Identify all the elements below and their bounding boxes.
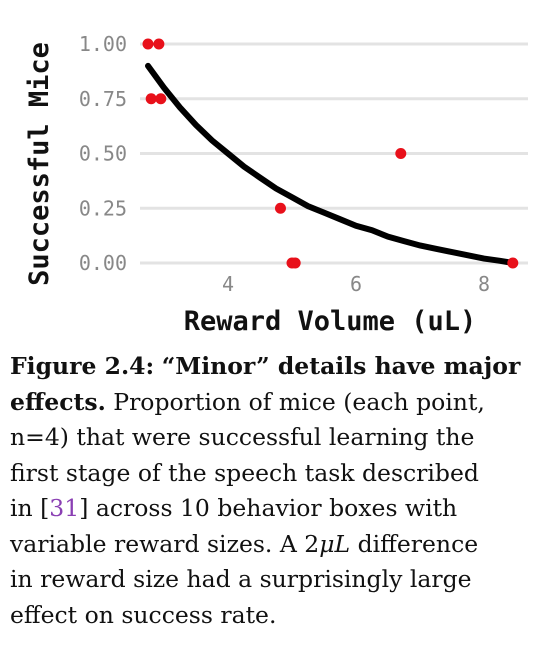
caption-text: in reward size had a surprisingly large bbox=[10, 565, 472, 593]
scatter-chart: 0.00 0.25 0.50 0.75 1.00 4 6 8 Successful Mice… bbox=[24, 32, 528, 337]
y-tick-labels: 0.00 0.25 0.50 0.75 1.00 bbox=[79, 32, 127, 275]
y-tick-label: 1.00 bbox=[79, 32, 127, 56]
caption-text: ] across 10 behavior boxes with bbox=[79, 494, 458, 522]
caption-text: difference bbox=[350, 529, 479, 558]
x-axis-title: Reward Volume (uL) bbox=[184, 306, 477, 337]
figure-title-end: effects. bbox=[10, 387, 106, 416]
x-tick-label: 8 bbox=[478, 272, 490, 296]
data-point bbox=[145, 93, 157, 105]
data-point bbox=[395, 148, 407, 159]
y-tick-label: 0.25 bbox=[79, 196, 127, 220]
y-tick-label: 0.75 bbox=[79, 87, 127, 111]
y-axis-title: Successful Mice bbox=[24, 42, 55, 286]
caption-text: effect on success rate. bbox=[10, 600, 277, 629]
grid-lines bbox=[140, 42, 528, 265]
data-point bbox=[289, 257, 301, 269]
math-unit: μL bbox=[319, 529, 351, 558]
x-tick-label: 4 bbox=[222, 272, 234, 296]
data-point bbox=[274, 202, 286, 214]
figure-label: Figure 2.4: bbox=[10, 352, 155, 380]
data-point bbox=[142, 38, 154, 50]
y-tick-label: 0.50 bbox=[79, 142, 127, 166]
figure-title: “Minor” details have major bbox=[161, 352, 521, 380]
citation-link[interactable]: 31 bbox=[49, 494, 80, 522]
x-tick-labels: 4 6 8 bbox=[222, 272, 490, 296]
data-points bbox=[142, 38, 519, 269]
figure-caption: Figure 2.4: “Minor” details have major e… bbox=[10, 349, 532, 633]
x-tick-label: 6 bbox=[350, 272, 362, 296]
caption-text: n=4) that were successful learning the bbox=[10, 423, 475, 451]
caption-text: first stage of the speech task described bbox=[10, 458, 479, 487]
caption-text: in [ bbox=[10, 494, 50, 522]
data-point bbox=[507, 257, 519, 269]
data-point bbox=[155, 93, 167, 105]
y-tick-label: 0.00 bbox=[79, 251, 127, 275]
data-point bbox=[153, 38, 165, 50]
fit-curve bbox=[145, 62, 516, 266]
caption-text: Proportion of mice (each point, bbox=[113, 387, 485, 416]
caption-text: variable reward sizes. A 2 bbox=[10, 529, 320, 558]
